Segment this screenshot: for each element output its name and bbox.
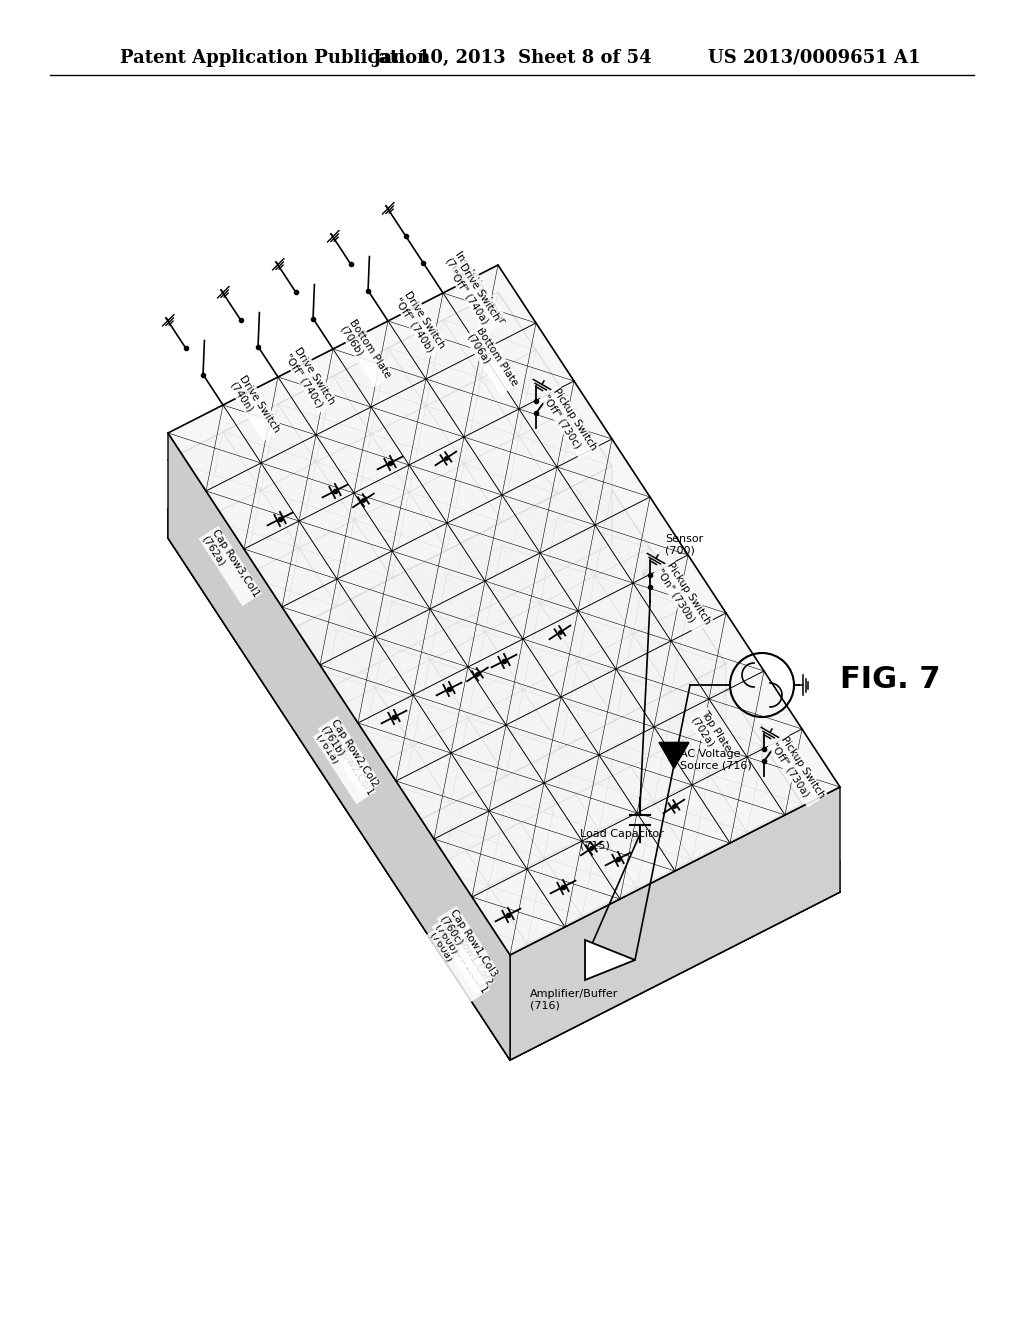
Polygon shape (659, 742, 689, 768)
Text: Drive Switch
(740n): Drive Switch (740n) (228, 374, 282, 440)
Polygon shape (168, 433, 510, 1060)
Text: FIG. 7: FIG. 7 (840, 665, 940, 694)
Text: Sensor
(700): Sensor (700) (665, 535, 703, 556)
Text: Drive Switch
"Off" (740a): Drive Switch "Off" (740a) (449, 261, 502, 329)
Polygon shape (396, 688, 840, 1030)
Text: Cap Row3,Col1
(762a): Cap Row3,Col1 (762a) (200, 527, 261, 605)
Polygon shape (282, 490, 726, 832)
Text: Pickup Switch
"Off" (730a): Pickup Switch "Off" (730a) (769, 734, 826, 807)
Text: Insulating Layer
(704): Insulating Layer (704) (443, 249, 507, 331)
Text: AC Voltage
Source (716): AC Voltage Source (716) (680, 750, 752, 771)
Text: Amplifier/Buffer
(716): Amplifier/Buffer (716) (530, 989, 618, 1011)
Text: Cap Row2,Col2
(761b): Cap Row2,Col2 (761b) (319, 717, 380, 795)
Polygon shape (510, 862, 840, 1060)
Text: Cap Row2,Col1
(761a): Cap Row2,Col1 (761a) (314, 725, 375, 803)
Text: Load Capacitor
(715): Load Capacitor (715) (580, 829, 664, 851)
Text: Patent Application Publication: Patent Application Publication (120, 49, 430, 67)
Text: Bottom Plate
(706a): Bottom Plate (706a) (465, 325, 519, 393)
Polygon shape (168, 265, 840, 954)
Text: Drive Switch
"Off" (740c): Drive Switch "Off" (740c) (283, 346, 337, 412)
Polygon shape (168, 508, 510, 1060)
Polygon shape (168, 292, 612, 634)
Text: Top Plate
(702a): Top Plate (702a) (689, 709, 732, 760)
Polygon shape (282, 466, 612, 711)
Text: Cap Row1,Col3
(760c): Cap Row1,Col3 (760c) (438, 907, 499, 985)
Polygon shape (585, 940, 635, 979)
Polygon shape (396, 664, 726, 886)
Text: Pickup Switch
"On" (730b): Pickup Switch "On" (730b) (655, 560, 712, 632)
Text: Jan. 10, 2013  Sheet 8 of 54: Jan. 10, 2013 Sheet 8 of 54 (372, 49, 652, 67)
Text: Cap Row1,Col2
(760b): Cap Row1,Col2 (760b) (433, 915, 494, 993)
Text: Bottom Plate
(706b): Bottom Plate (706b) (338, 317, 393, 385)
Text: Cap Row1,Col1
(760a): Cap Row1,Col1 (760a) (428, 923, 488, 1001)
Text: US 2013/0009651 A1: US 2013/0009651 A1 (708, 49, 920, 67)
Text: Pickup Switch
"Off" (730c): Pickup Switch "Off" (730c) (541, 387, 598, 458)
Polygon shape (168, 370, 840, 1060)
Text: Drive Switch
"Off" (740b): Drive Switch "Off" (740b) (393, 289, 446, 356)
Polygon shape (510, 787, 840, 1060)
